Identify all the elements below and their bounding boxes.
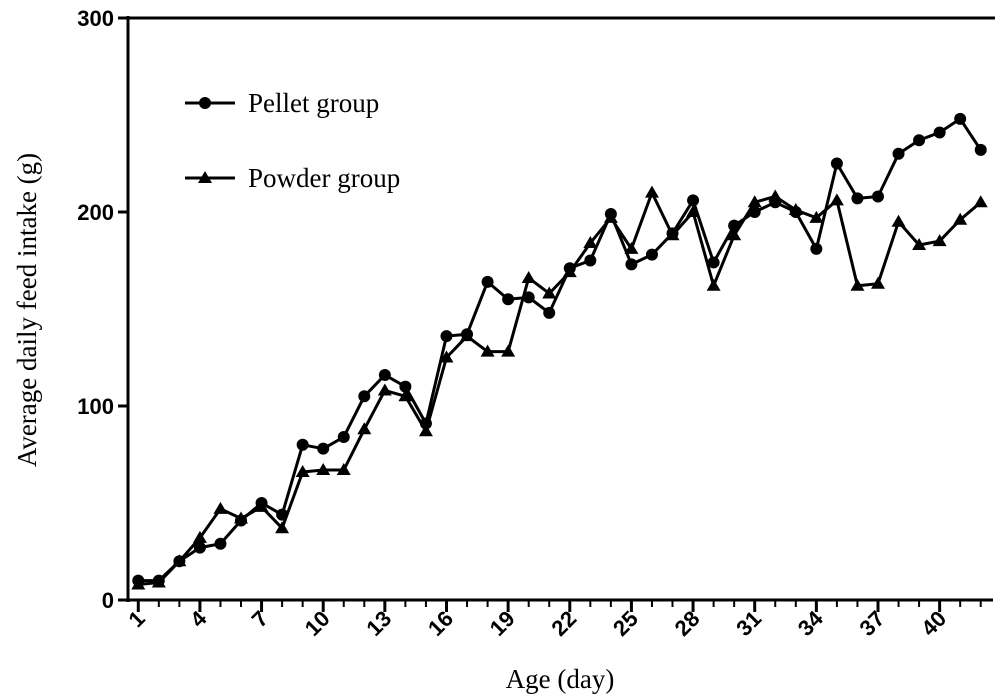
point — [543, 306, 556, 319]
point — [213, 501, 228, 514]
point — [377, 383, 392, 396]
point — [151, 575, 166, 588]
point — [625, 258, 638, 271]
point — [337, 431, 350, 444]
series-line — [138, 191, 982, 586]
point — [953, 212, 968, 225]
point — [727, 228, 742, 241]
point — [358, 390, 371, 403]
y-tick-label: 100 — [77, 394, 114, 419]
point — [440, 330, 453, 343]
y-tick-label: 0 — [102, 588, 114, 613]
x-tick-label: 25 — [608, 606, 643, 641]
point — [665, 228, 680, 241]
point — [706, 278, 721, 291]
point — [502, 293, 515, 306]
point — [645, 248, 658, 261]
point — [829, 193, 844, 206]
x-tick-label: 13 — [361, 606, 396, 641]
point — [254, 499, 269, 512]
point — [974, 143, 987, 156]
legend-marker — [198, 171, 212, 183]
point — [810, 242, 823, 255]
point — [295, 464, 310, 477]
x-tick-label: 31 — [731, 606, 766, 641]
point — [378, 368, 391, 381]
point — [788, 203, 803, 216]
point — [214, 537, 227, 550]
x-tick-label: 19 — [485, 606, 520, 641]
x-tick-label: 1 — [123, 606, 149, 632]
point — [870, 276, 885, 289]
point — [317, 442, 330, 455]
point — [913, 134, 926, 147]
point — [439, 350, 454, 363]
point — [296, 438, 309, 451]
point — [418, 424, 433, 437]
point — [562, 265, 577, 278]
point — [850, 278, 865, 291]
point — [172, 554, 187, 567]
point — [644, 185, 659, 198]
point — [542, 286, 557, 299]
x-tick-label: 7 — [247, 606, 273, 632]
point — [768, 189, 783, 202]
x-tick-label: 40 — [916, 606, 951, 641]
y-axis-title: Average daily feed intake (g) — [12, 153, 42, 467]
point — [192, 530, 207, 543]
point — [973, 195, 988, 208]
legend-label: Powder group — [248, 163, 400, 193]
point — [193, 541, 206, 554]
x-axis-title: Age (day) — [506, 664, 615, 694]
point — [687, 194, 700, 207]
x-tick-label: 28 — [670, 606, 705, 641]
x-tick-label: 22 — [546, 606, 581, 641]
point — [954, 112, 967, 125]
y-tick-label: 300 — [77, 6, 114, 31]
point — [399, 380, 412, 393]
x-tick-label: 37 — [855, 606, 890, 641]
point — [603, 210, 618, 223]
point — [707, 256, 720, 269]
point — [357, 422, 372, 435]
point — [583, 236, 598, 249]
point — [809, 210, 824, 223]
point — [891, 214, 906, 227]
point — [932, 234, 947, 247]
point — [460, 329, 475, 342]
point — [933, 126, 946, 139]
point — [131, 577, 146, 590]
y-tick-label: 200 — [77, 200, 114, 225]
point — [398, 389, 413, 402]
point — [522, 291, 535, 304]
point — [234, 511, 249, 524]
x-tick-label: 16 — [423, 606, 458, 641]
point — [830, 157, 843, 170]
x-tick-label: 34 — [793, 605, 829, 641]
point — [892, 147, 905, 160]
point — [501, 344, 516, 357]
legend-marker — [199, 97, 211, 109]
point — [584, 254, 597, 267]
point — [275, 521, 290, 534]
point — [316, 463, 331, 476]
point — [912, 237, 927, 250]
point — [336, 463, 351, 476]
point — [481, 275, 494, 288]
point — [686, 205, 701, 217]
point — [747, 195, 762, 208]
x-tick-label: 10 — [300, 606, 335, 641]
point — [624, 241, 639, 254]
point — [851, 192, 864, 205]
point — [480, 344, 495, 357]
legend-label: Pellet group — [248, 88, 379, 118]
point — [871, 190, 884, 203]
point — [521, 270, 536, 283]
